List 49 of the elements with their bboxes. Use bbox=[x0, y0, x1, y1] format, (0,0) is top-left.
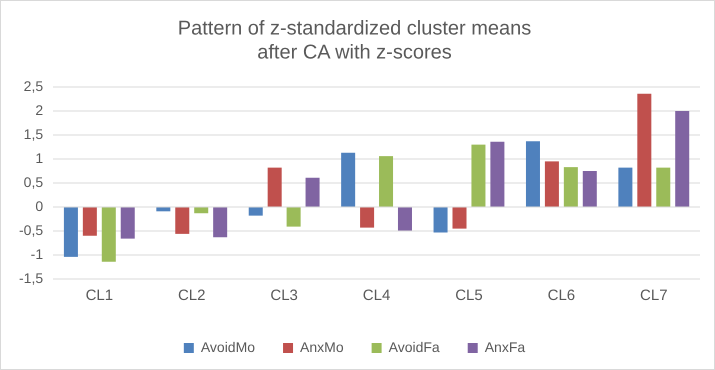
bar bbox=[360, 208, 374, 228]
legend-label: AnxFa bbox=[484, 338, 526, 355]
bar bbox=[490, 142, 504, 206]
x-tick-label: CL2 bbox=[178, 287, 206, 304]
chart-title: Pattern of z-standardized cluster means after CA with z-scores bbox=[178, 18, 532, 64]
legend-label: AnxMo bbox=[300, 338, 344, 355]
bar bbox=[618, 168, 632, 206]
x-tick-label: CL3 bbox=[270, 287, 298, 304]
x-tick-label: CL4 bbox=[362, 287, 390, 304]
bar bbox=[102, 208, 116, 262]
y-tick-label: 2 bbox=[35, 102, 44, 118]
x-tick-label: CL7 bbox=[640, 287, 668, 304]
bar bbox=[156, 208, 170, 212]
bar bbox=[341, 152, 356, 206]
bar bbox=[82, 208, 97, 236]
bar bbox=[452, 208, 467, 229]
bar bbox=[544, 161, 559, 206]
bar bbox=[175, 208, 190, 234]
x-tick-label: CL5 bbox=[455, 287, 483, 304]
bar bbox=[471, 144, 486, 206]
bar bbox=[398, 208, 412, 231]
bar bbox=[564, 167, 578, 206]
legend-label: AvoidMo bbox=[200, 338, 256, 355]
bar bbox=[213, 208, 228, 238]
bar bbox=[526, 141, 540, 206]
bar bbox=[268, 168, 282, 206]
x-tick-label: CL1 bbox=[86, 287, 114, 304]
y-tick-label: 1,5 bbox=[24, 126, 44, 142]
y-tick-label: 0,5 bbox=[24, 174, 44, 190]
y-tick-label: 2,5 bbox=[24, 78, 44, 94]
bar bbox=[64, 208, 78, 257]
x-tick-label: CL6 bbox=[548, 287, 576, 304]
y-tick-label: 1 bbox=[35, 150, 44, 166]
bar bbox=[306, 178, 320, 206]
bar bbox=[379, 156, 394, 206]
bar bbox=[286, 208, 301, 227]
bar bbox=[656, 168, 670, 206]
bar bbox=[194, 208, 208, 214]
y-tick-label: -0,5 bbox=[19, 222, 44, 238]
legend-label: AvoidFa bbox=[388, 338, 440, 355]
y-tick-label: 0 bbox=[35, 198, 44, 214]
y-tick-label: -1,5 bbox=[19, 270, 44, 286]
bar bbox=[248, 208, 263, 216]
bar bbox=[120, 208, 135, 239]
bar bbox=[582, 171, 597, 206]
y-tick-label: -1 bbox=[30, 246, 44, 262]
bar bbox=[637, 94, 652, 206]
bar bbox=[434, 208, 448, 232]
bar bbox=[675, 111, 690, 206]
